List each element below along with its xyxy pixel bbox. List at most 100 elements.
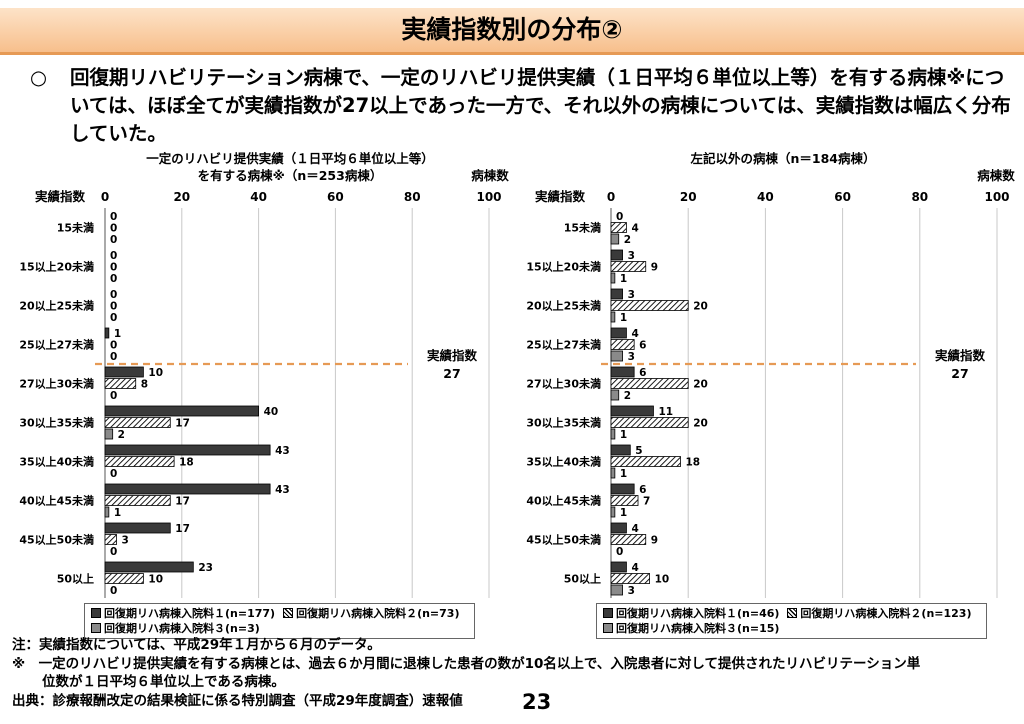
- bar: [610, 417, 689, 428]
- data-label: 0: [616, 546, 623, 558]
- legend-swatch-icon: [91, 608, 101, 618]
- data-label: 3: [628, 585, 635, 597]
- legend-label: 回復期リハ病棟入院料３(n=15): [616, 622, 780, 635]
- bar: [104, 417, 171, 428]
- x-tick-label: 60: [327, 190, 344, 204]
- legend-item: 回復期リハ病棟入院料２(n=123): [787, 606, 972, 621]
- category-label: 30以上35未満: [19, 416, 94, 430]
- bar: [104, 522, 171, 534]
- charts-canvas: 一定のリハビリ提供実績（１日平均６単位以上等） を有する病棟※（n＝253病棟） 病…: [19, 151, 1015, 598]
- data-label: 10: [148, 367, 163, 379]
- data-label: 18: [685, 457, 700, 469]
- category-label: 30以上35未満: [526, 416, 601, 430]
- threshold-label: 実績指数: [427, 348, 478, 363]
- bar: [610, 573, 650, 584]
- data-label: 23: [198, 562, 213, 574]
- category-label: 25以上27未満: [526, 338, 601, 352]
- data-label: 20: [693, 379, 708, 391]
- legend-row: 回復期リハ病棟入院料１(n=46) 回復期リハ病棟入院料２(n=123): [603, 606, 980, 621]
- data-label: 0: [110, 468, 117, 480]
- data-label: 3: [628, 250, 635, 262]
- category-label: 35以上40未満: [526, 455, 601, 469]
- data-label: 4: [631, 562, 638, 574]
- category-label: 50以上: [564, 572, 601, 586]
- data-label: 4: [631, 223, 638, 235]
- bar: [104, 573, 144, 584]
- bar: [104, 378, 137, 389]
- note-line: 注：実績指数については、平成29年１月から６月のデータ。: [12, 637, 381, 653]
- legend-swatch-icon: [603, 623, 613, 633]
- data-label: 1: [114, 328, 121, 340]
- category-label: 45以上50未満: [526, 533, 601, 547]
- bar: [610, 378, 689, 389]
- data-label: 1: [114, 507, 121, 519]
- data-label: 0: [110, 390, 117, 402]
- legend-item: 回復期リハ病棟入院料３(n=15): [603, 621, 779, 636]
- data-label: 0: [110, 250, 117, 262]
- x-tick-label: 100: [984, 190, 1009, 204]
- bar: [610, 272, 616, 284]
- data-label: 17: [175, 523, 190, 535]
- notes-block: 注：実績指数については、平成29年１月から６月のデータ。 ※ 一定のリハビリ提供…: [12, 636, 1012, 710]
- y-axis-label: 実績指数: [35, 189, 86, 204]
- legend-item: 回復期リハ病棟入院料３(n=3): [91, 621, 260, 636]
- bar: [610, 456, 681, 467]
- data-label: 3: [628, 351, 635, 363]
- legend-swatch-icon: [91, 623, 101, 633]
- data-label: 0: [110, 273, 117, 285]
- y-axis-label: 実績指数: [535, 189, 586, 204]
- data-label: 18: [179, 457, 194, 469]
- x-tick-label: 80: [404, 190, 421, 204]
- category-label: 27以上30未満: [526, 377, 601, 391]
- x-tick-label: 80: [911, 190, 928, 204]
- category-label: 15未満: [57, 221, 94, 235]
- bar: [610, 405, 654, 417]
- legend-right: 回復期リハ病棟入院料１(n=46) 回復期リハ病棟入院料２(n=123) 回復期リハ…: [596, 603, 987, 639]
- note-line: ※ 一定のリハビリ提供実績を有する病棟とは、過去６か月間に退棟した患者の数が10…: [12, 655, 921, 672]
- x-axis-label: 病棟数: [471, 168, 509, 183]
- page-title: 実績指数別の分布②: [0, 8, 1024, 55]
- summary-text-block: ○ 回復期リハビリテーション病棟で、一定のリハビリ提供実績（１日平均６単位以上等…: [22, 64, 1012, 148]
- bar: [610, 444, 631, 456]
- data-label: 2: [624, 234, 631, 246]
- bar: [104, 366, 144, 378]
- bar: [104, 405, 260, 417]
- data-label: 40: [264, 406, 279, 418]
- data-label: 4: [631, 328, 638, 340]
- legend-label: 回復期リハ病棟入院料１(n=177): [104, 607, 276, 620]
- bar: [610, 350, 623, 362]
- data-label: 0: [110, 262, 117, 274]
- category-label: 40以上45未満: [19, 494, 94, 508]
- data-label: 0: [110, 312, 117, 324]
- category-label: 50以上: [57, 572, 94, 586]
- legend-swatch-icon: [283, 608, 294, 618]
- x-tick-label: 100: [476, 190, 501, 204]
- legend-item: 回復期リハ病棟入院料１(n=177): [91, 606, 275, 621]
- data-label: 20: [693, 418, 708, 430]
- data-label: 1: [620, 507, 627, 519]
- data-label: 0: [110, 351, 117, 363]
- data-label: 2: [624, 390, 631, 402]
- category-label: 45以上50未満: [19, 533, 94, 547]
- bar: [610, 506, 616, 518]
- bar: [104, 561, 194, 573]
- data-label: 43: [275, 445, 290, 457]
- data-label: 8: [141, 379, 148, 391]
- summary-text: 回復期リハビリテーション病棟で、一定のリハビリ提供実績（１日平均６単位以上等）を…: [70, 66, 1011, 145]
- bar: [610, 339, 635, 350]
- bar: [610, 300, 689, 311]
- data-label: 0: [110, 301, 117, 313]
- data-label: 10: [655, 574, 670, 586]
- bar: [610, 366, 635, 378]
- threshold-label: 27: [951, 366, 968, 381]
- bar: [610, 534, 647, 545]
- bar: [610, 483, 635, 495]
- data-label: 9: [651, 262, 658, 274]
- category-label: 27以上30未満: [19, 377, 94, 391]
- data-label: 11: [658, 406, 673, 418]
- legend-label: 回復期リハ病棟入院料２(n=73): [296, 607, 460, 620]
- x-tick-label: 40: [757, 190, 774, 204]
- data-label: 2: [118, 429, 125, 441]
- bar: [104, 483, 271, 495]
- bullet-icon: ○: [30, 66, 48, 89]
